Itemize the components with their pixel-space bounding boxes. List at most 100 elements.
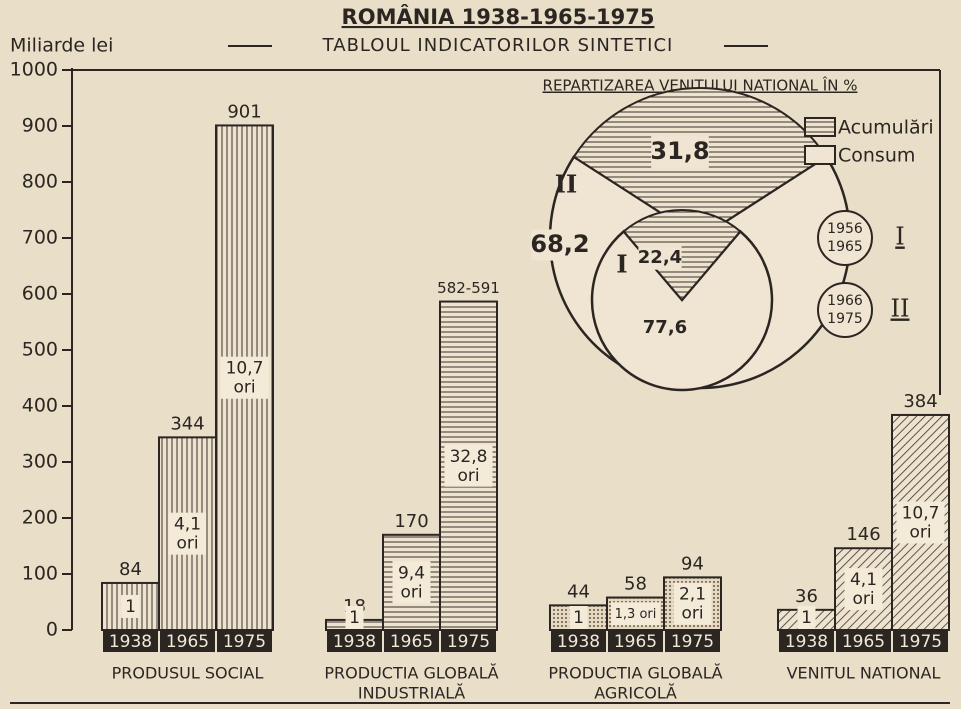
y-tick-label: 1000 (10, 59, 58, 81)
ratio-label: ori (681, 604, 703, 624)
category-label: VENITUL NATIONAL (787, 664, 941, 683)
ratio-label: 9,4 (398, 563, 425, 583)
value-label: 170 (394, 511, 428, 532)
ratio-label: 1,3 ori (615, 607, 657, 622)
year-label: 1965 (166, 632, 209, 652)
label-box (531, 229, 589, 261)
value-label: 84 (119, 559, 142, 580)
value-label: 146 (846, 524, 880, 545)
period-label: 1966 (827, 293, 863, 309)
legend-label: Consum (838, 145, 915, 167)
ratio-label: 10,7 (226, 359, 264, 379)
ratio-label: 32,8 (450, 447, 488, 467)
year-label: 1965 (614, 632, 657, 652)
ratio-label: ori (400, 582, 422, 602)
label-box (651, 136, 709, 168)
value-label: 384 (903, 391, 937, 412)
ratio-label: 1 (573, 608, 584, 628)
year-label: 1938 (557, 632, 600, 652)
period-badge (817, 210, 873, 266)
year-label: 1975 (223, 632, 266, 652)
year-label: 1975 (447, 632, 490, 652)
value-label: 44 (567, 581, 590, 602)
category-label: PRODUCTIA GLOBALĂ (548, 664, 722, 683)
value-label: 58 (624, 574, 647, 595)
y-tick-label: 200 (22, 507, 58, 529)
ratio-box (611, 602, 660, 626)
year-box (217, 630, 272, 652)
value-label: 582-591 (437, 279, 500, 297)
y-tick-label: 800 (22, 171, 58, 193)
year-label: 1938 (785, 632, 828, 652)
category-label: AGRICOLĂ (594, 684, 677, 703)
ratio-box (392, 561, 431, 604)
year-label: 1938 (333, 632, 376, 652)
year-label: 1965 (842, 632, 885, 652)
year-box (779, 630, 834, 652)
year-box (551, 630, 606, 652)
ratio-box (444, 444, 493, 487)
ratio-box (797, 606, 816, 629)
ratio-box (168, 512, 207, 555)
year-box (103, 630, 158, 652)
ratio-label: ori (852, 589, 874, 609)
ratio-label: 2,1 (679, 585, 706, 605)
ratio-box (121, 594, 140, 618)
legend-swatch (804, 145, 836, 165)
period-label: 1975 (827, 311, 863, 327)
category-label: PRODUCTIA GLOBALĂ (324, 664, 498, 683)
value-label: 344 (170, 413, 204, 434)
period-roman: I (895, 223, 904, 251)
category-label: PRODUSUL SOCIAL (112, 664, 264, 683)
value-label: 901 (227, 101, 261, 122)
period-label: 1965 (827, 239, 863, 255)
year-label: 1965 (390, 632, 433, 652)
year-box (665, 630, 720, 652)
year-label: 1975 (899, 632, 942, 652)
period-badge (817, 282, 873, 338)
ratio-box (673, 582, 712, 625)
slice-label: 68,2 (530, 230, 589, 258)
period-roman: II (891, 295, 910, 323)
chart-title: ROMÂNIA 1938-1965-1975 (342, 4, 655, 29)
value-label: 36 (795, 586, 818, 607)
ratio-label: 1 (801, 608, 812, 628)
y-tick-label: 400 (22, 395, 58, 417)
ratio-label: 1 (125, 597, 136, 617)
y-tick-label: 0 (46, 619, 58, 641)
ratio-box (844, 568, 883, 611)
y-tick-label: 100 (22, 563, 58, 585)
year-box (608, 630, 663, 652)
ratio-box (569, 606, 588, 629)
pie-slice (622, 209, 742, 302)
ratio-label: ori (909, 522, 931, 542)
label-box (643, 316, 687, 340)
y-tick-label: 700 (22, 227, 58, 249)
legend-label: Acumulări (838, 117, 934, 139)
year-box (441, 630, 496, 652)
ratio-label: 10,7 (902, 503, 940, 523)
year-box (384, 630, 439, 652)
ratio-label: 4,1 (850, 570, 877, 590)
year-box (160, 630, 215, 652)
series-roman: II (555, 170, 577, 199)
label-box (638, 246, 682, 270)
ratio-box (896, 501, 945, 544)
ratio-label: ori (233, 378, 255, 398)
slice-label: 22,4 (638, 247, 682, 268)
slice-label: 77,6 (643, 317, 687, 338)
series-roman: I (616, 250, 627, 279)
ratio-box (220, 356, 269, 399)
category-label: INDUSTRIALĂ (358, 684, 465, 703)
year-box (893, 630, 948, 652)
ratio-label: 4,1 (174, 515, 201, 535)
chart-subtitle: TABLOUL INDICATORILOR SINTETICI (322, 35, 674, 56)
y-tick-label: 500 (22, 339, 58, 361)
y-tick-label: 600 (22, 283, 58, 305)
ratio-box (345, 606, 364, 629)
period-label: 1956 (827, 221, 863, 237)
year-box (327, 630, 382, 652)
y-tick-label: 300 (22, 451, 58, 473)
slice-label: 31,8 (650, 137, 709, 165)
